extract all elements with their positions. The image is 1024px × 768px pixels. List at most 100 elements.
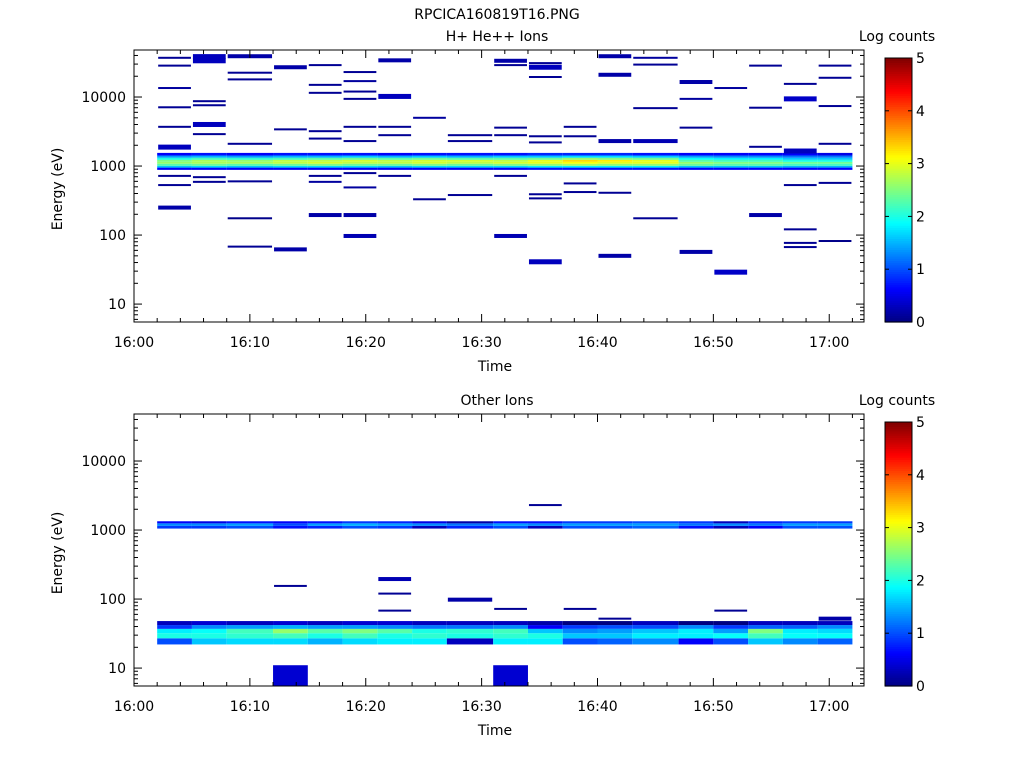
colorbar-segment xyxy=(885,201,912,204)
heatmap-cell xyxy=(527,167,563,170)
colorbar-segment xyxy=(885,97,912,101)
heatmap-cell xyxy=(377,621,413,626)
heatmap-cell xyxy=(226,163,274,166)
heatmap-cell xyxy=(192,104,226,107)
heatmap-cell xyxy=(308,213,342,218)
heatmap-cell xyxy=(527,161,563,164)
colorbar-segment xyxy=(885,518,912,522)
heatmap-cell xyxy=(307,167,343,170)
heatmap-cell xyxy=(158,87,191,90)
heatmap-cell xyxy=(446,521,494,524)
colorbar-segment xyxy=(885,670,912,674)
heatmap-cell xyxy=(494,126,527,129)
heatmap-cell xyxy=(377,152,413,156)
heatmap-cell xyxy=(192,180,226,183)
colorbar-segment xyxy=(885,428,912,432)
colorbar-segment xyxy=(885,439,912,443)
heatmap-cell xyxy=(713,633,749,639)
heatmap-cell xyxy=(378,174,412,177)
heatmap-cell xyxy=(308,64,342,67)
heatmap-cell xyxy=(226,625,274,629)
colorbar-frame xyxy=(884,421,913,687)
colorbar-segment xyxy=(885,569,912,573)
heatmap-cell xyxy=(191,152,227,156)
colorbar-segment xyxy=(885,174,912,178)
colorbar-segment xyxy=(885,119,912,123)
heatmap-cell xyxy=(782,163,818,166)
figure-title: RPCICA160819T16.PNG xyxy=(414,7,580,23)
heatmap-cell xyxy=(632,159,679,162)
heatmap-cell xyxy=(446,157,494,160)
heatmap-cell xyxy=(191,521,227,524)
x-axis-label: Time xyxy=(477,723,512,739)
colorbar-segment xyxy=(885,273,912,277)
heatmap-cell xyxy=(226,628,274,634)
colorbar-segment xyxy=(885,615,912,619)
heatmap-cell xyxy=(377,161,413,164)
heatmap-cell xyxy=(713,525,749,529)
colorbar-segment xyxy=(885,622,912,625)
heatmap-cell xyxy=(817,159,853,162)
heatmap-cell xyxy=(493,628,528,634)
heatmap-cell xyxy=(527,628,563,634)
colorbar-segment xyxy=(885,291,912,294)
heatmap-cell xyxy=(527,633,563,639)
heatmap-cell xyxy=(273,159,308,162)
colorbar-segment xyxy=(885,501,912,504)
heatmap-cell xyxy=(597,155,633,158)
colorbar-segment xyxy=(885,84,912,88)
colorbar-segment xyxy=(885,571,912,575)
heatmap-cell xyxy=(494,64,527,67)
x-tick-label: 16:30 xyxy=(461,699,501,715)
heatmap-cell xyxy=(191,161,227,164)
colorbar-segment xyxy=(885,448,912,452)
colorbar-segment xyxy=(885,604,912,608)
colorbar-segment xyxy=(885,192,912,195)
heatmap-cell xyxy=(273,163,308,166)
heatmap-cell xyxy=(713,628,749,634)
heatmap-cell xyxy=(191,523,227,526)
heatmap-cell xyxy=(494,134,527,137)
plot-frame xyxy=(133,49,865,323)
colorbar-segment xyxy=(885,249,912,253)
colorbar-segment xyxy=(885,289,912,292)
heatmap-cell xyxy=(158,184,191,187)
colorbar-segment xyxy=(885,514,912,518)
heatmap-cell xyxy=(633,63,678,66)
y-tick-label: 100 xyxy=(99,592,126,608)
colorbar-segment xyxy=(885,223,912,226)
heatmap-cell xyxy=(818,64,852,67)
heatmap-cell xyxy=(714,609,748,612)
heatmap-cell xyxy=(562,621,598,626)
heatmap-cell xyxy=(307,638,343,645)
colorbar-segment xyxy=(885,104,912,107)
heatmap-cell xyxy=(678,525,714,529)
heatmap-cell xyxy=(273,633,308,639)
colorbar-segment xyxy=(885,71,912,74)
colorbar-segment xyxy=(885,132,912,136)
colorbar-segment xyxy=(885,578,912,581)
heatmap-cell xyxy=(817,638,853,645)
heatmap-cell xyxy=(446,159,494,162)
heatmap-cell xyxy=(157,521,192,524)
heatmap-cell xyxy=(818,616,852,621)
bottom-colorbar-label: Log counts xyxy=(858,393,936,409)
colorbar-segment xyxy=(885,229,912,233)
colorbar-segment xyxy=(885,275,912,279)
heatmap-cell xyxy=(818,181,852,184)
heatmap-cell xyxy=(562,523,598,526)
colorbar-segment xyxy=(885,172,912,176)
heatmap-cell xyxy=(226,523,274,526)
heatmap-cell xyxy=(342,633,378,639)
heatmap-cell xyxy=(817,152,853,156)
heatmap-cell xyxy=(632,525,679,529)
colorbar-segment xyxy=(885,260,912,264)
colorbar-segment xyxy=(885,459,912,463)
heatmap-cell xyxy=(678,638,714,645)
heatmap-cell xyxy=(817,628,853,634)
heatmap-cell xyxy=(378,577,412,582)
colorbar-segment xyxy=(885,168,912,171)
heatmap-cell xyxy=(157,525,192,529)
colorbar-segment xyxy=(885,253,912,257)
colorbar-segment xyxy=(885,113,912,116)
